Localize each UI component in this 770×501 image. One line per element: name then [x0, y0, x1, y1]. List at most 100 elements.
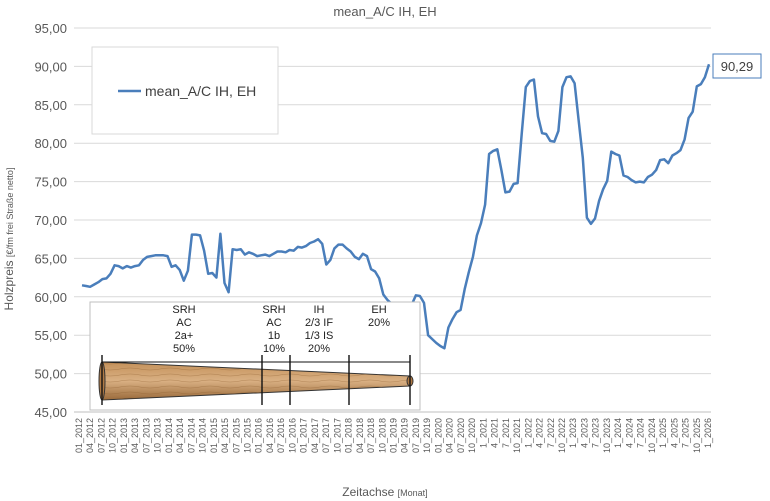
x-tick-label: 01_2020: [433, 418, 443, 453]
segment-label-line: SRH: [172, 304, 195, 316]
x-tick-label: 4_2025: [669, 418, 679, 448]
x-axis-label-unit: [Monat]: [398, 488, 428, 498]
y-axis-label-unit: [€/fm frei Straße netto]: [5, 168, 15, 258]
x-tick-label: 10_2015: [242, 418, 252, 453]
segment-label-line: EH: [371, 304, 386, 316]
x-tick-label: 01_2018: [344, 418, 354, 453]
y-tick-label: 80,00: [34, 136, 67, 151]
x-tick-label: 07_2018: [366, 418, 376, 453]
segment-label-line: 1b: [268, 330, 280, 342]
x-tick-label: 10_2025: [692, 418, 702, 453]
x-tick-label: 10_2020: [467, 418, 477, 453]
segment-label-line: AC: [266, 317, 281, 329]
x-axis-label-main: Zeitachse: [342, 485, 394, 499]
x-tick-label: 07_2012: [96, 418, 106, 453]
x-tick-label: 1_2024: [613, 418, 623, 448]
segment-label-line: AC: [176, 317, 191, 329]
x-tick-label: 1_2021: [478, 418, 488, 448]
x-tick-label: 1_2026: [703, 418, 713, 448]
chart-title: mean_A/C IH, EH: [333, 4, 436, 19]
y-tick-label: 45,00: [34, 405, 67, 420]
y-tick-label: 95,00: [34, 21, 67, 36]
y-tick-label: 65,00: [34, 251, 67, 266]
x-tick-label: 10_2017: [332, 418, 342, 453]
y-tick-label: 55,00: [34, 328, 67, 343]
x-tick-label: 04_2014: [175, 418, 185, 453]
segment-label-line: IH: [314, 304, 325, 316]
x-tick-label: 04_2012: [85, 418, 95, 453]
x-tick-label: 07_2014: [186, 418, 196, 453]
x-tick-label: 07_2015: [231, 418, 241, 453]
x-tick-label: 07_2016: [276, 418, 286, 453]
y-axis-label: Holzpreis [€/fm frei Straße netto]: [2, 168, 16, 311]
segment-label-line: 10%: [263, 343, 285, 355]
x-axis-ticks: 01_2012 04_2012 07_2012 10_2012 01_2013 04_20…: [74, 418, 713, 453]
x-tick-label: 10_2021: [512, 418, 522, 453]
x-tick-label: 04_2020: [445, 418, 455, 453]
x-tick-label: 1_2023: [568, 418, 578, 448]
x-tick-label: 7_2023: [591, 418, 601, 448]
x-axis-label: Zeitachse [Monat]: [342, 485, 427, 499]
x-tick-label: 1_2022: [523, 418, 533, 448]
last-value-box: [712, 53, 762, 79]
y-axis-label-main: Holzpreis: [2, 260, 16, 310]
x-tick-label: 04_2018: [355, 418, 365, 453]
x-tick-label: 10_2012: [108, 418, 118, 453]
y-tick-label: 85,00: [34, 98, 67, 113]
last-value-callout: 90,29: [712, 53, 762, 79]
x-tick-label: 01_2016: [254, 418, 264, 453]
x-tick-label: 01_2014: [164, 418, 174, 453]
y-tick-label: 60,00: [34, 290, 67, 305]
x-tick-label: 4_2021: [490, 418, 500, 448]
segment-label-line: 50%: [173, 343, 195, 355]
x-tick-label: 4_2022: [535, 418, 545, 448]
x-tick-label: 7_2021: [501, 418, 511, 448]
x-tick-label: 04_2013: [130, 418, 140, 453]
measure-marks: [101, 355, 411, 405]
x-tick-label: 07_2017: [321, 418, 331, 453]
x-tick-label: 4_2024: [624, 418, 634, 448]
x-tick-label: 01_2015: [209, 418, 219, 453]
x-tick-label: 04_2016: [265, 418, 275, 453]
x-tick-label: 04_2019: [400, 418, 410, 453]
log-grain: [102, 362, 410, 400]
y-tick-label: 70,00: [34, 213, 67, 228]
x-tick-label: 01_2017: [299, 418, 309, 453]
x-tick-label: 04_2015: [220, 418, 230, 453]
x-tick-label: 01_2012: [74, 418, 84, 453]
x-tick-label: 10_2018: [377, 418, 387, 453]
segment-label-line: 1/3 IS: [305, 330, 334, 342]
x-tick-label: 10_2023: [602, 418, 612, 453]
x-tick-label: 07_2019: [411, 418, 421, 453]
x-tick-label: 10_2016: [287, 418, 297, 453]
x-tick-label: 7_2024: [636, 418, 646, 448]
x-tick-label: 10_2024: [647, 418, 657, 453]
x-tick-label: 10_2014: [198, 418, 208, 453]
segment-label-line: 20%: [308, 343, 330, 355]
y-axis-ticks: 45,00 50,00 55,00 60,00 65,00 70,00 75,00 80,00…: [34, 21, 67, 420]
x-tick-label: 07_2020: [456, 418, 466, 453]
x-tick-label: 1_2025: [658, 418, 668, 448]
y-tick-label: 50,00: [34, 367, 67, 382]
x-tick-label: 7_2025: [681, 418, 691, 448]
x-tick-label: 4_2023: [579, 418, 589, 448]
last-value-label: 90,29: [721, 59, 754, 74]
x-tick-label: 10_2019: [422, 418, 432, 453]
legend-label: mean_A/C IH, EH: [145, 83, 256, 99]
y-tick-label: 75,00: [34, 175, 67, 190]
x-tick-label: 07_2013: [141, 418, 151, 453]
segment-label-line: 20%: [368, 317, 390, 329]
segment-label-line: 2a+: [175, 330, 194, 342]
x-tick-label: 10_2022: [557, 418, 567, 453]
y-tick-label: 90,00: [34, 59, 67, 74]
x-tick-label: 01_2013: [119, 418, 129, 453]
segment-label-line: 2/3 IF: [305, 317, 333, 329]
segment-label-line: SRH: [262, 304, 285, 316]
x-tick-label: 04_2017: [310, 418, 320, 453]
legend: mean_A/C IH, EH: [91, 46, 279, 135]
x-tick-label: 7_2022: [546, 418, 556, 448]
x-tick-label: 01_2019: [389, 418, 399, 453]
